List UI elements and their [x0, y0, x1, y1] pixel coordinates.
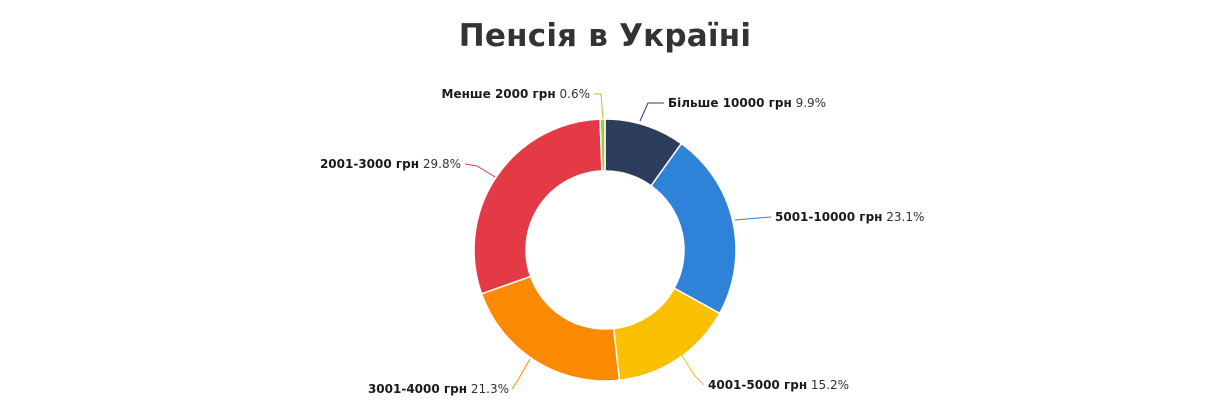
data-label-name: 2001-3000 грн: [320, 157, 419, 171]
data-label-name: Більше 10000 грн: [668, 96, 792, 110]
data-label-0: Більше 10000 грн 9.9%: [668, 96, 826, 110]
connector-line-3: [511, 358, 531, 390]
connector-line-0: [639, 102, 664, 122]
data-label-value: 29.8%: [419, 157, 461, 171]
data-label-name: 3001-4000 грн: [368, 382, 467, 396]
data-label-1: 5001-10000 грн 23.1%: [775, 210, 924, 224]
chart-title: Пенсія в Україні: [458, 18, 752, 54]
slice-3[interactable]: [480, 275, 621, 382]
connector-line-1: [734, 216, 772, 221]
connector-line-2: [680, 353, 705, 386]
data-label-value: 21.3%: [467, 382, 509, 396]
connector-line-4: [464, 163, 496, 178]
data-label-value: 23.1%: [882, 210, 924, 224]
slice-4[interactable]: [473, 118, 603, 295]
data-label-value: 15.2%: [807, 378, 849, 392]
data-label-4: 2001-3000 грн 29.8%: [320, 157, 461, 171]
data-label-name: Менше 2000 грн: [442, 87, 556, 101]
slice-1[interactable]: [650, 142, 737, 315]
data-label-name: 4001-5000 грн: [708, 378, 807, 392]
slice-5[interactable]: [599, 118, 606, 172]
data-label-name: 5001-10000 грн: [775, 210, 882, 224]
data-label-value: 9.9%: [792, 96, 826, 110]
data-label-value: 0.6%: [556, 87, 590, 101]
data-label-2: 4001-5000 грн 15.2%: [708, 378, 849, 392]
connector-line-5: [594, 93, 604, 120]
data-label-5: Менше 2000 грн 0.6%: [442, 87, 590, 101]
data-label-3: 3001-4000 грн 21.3%: [368, 382, 509, 396]
